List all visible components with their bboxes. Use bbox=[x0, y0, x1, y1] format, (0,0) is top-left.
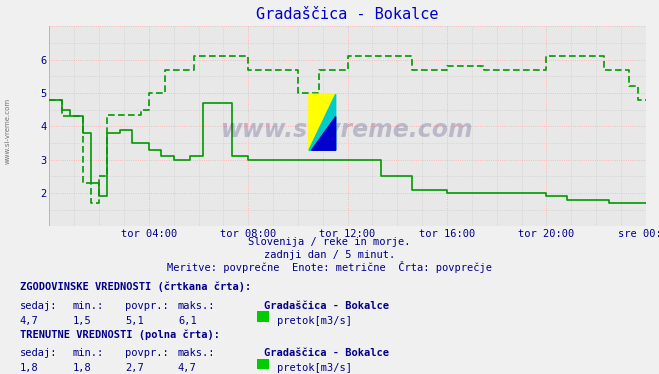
Text: 5,1: 5,1 bbox=[125, 316, 144, 325]
Title: Gradaščica - Bokalce: Gradaščica - Bokalce bbox=[256, 7, 439, 22]
Polygon shape bbox=[312, 117, 335, 150]
Text: ZGODOVINSKE VREDNOSTI (črtkana črta):: ZGODOVINSKE VREDNOSTI (črtkana črta): bbox=[20, 281, 251, 292]
Text: 4,7: 4,7 bbox=[20, 316, 38, 325]
Text: www.si-vreme.com: www.si-vreme.com bbox=[221, 118, 474, 142]
Text: maks.:: maks.: bbox=[178, 301, 215, 310]
Text: pretok[m3/s]: pretok[m3/s] bbox=[277, 363, 352, 373]
Text: pretok[m3/s]: pretok[m3/s] bbox=[277, 316, 352, 325]
Text: 1,8: 1,8 bbox=[20, 363, 38, 373]
Text: 6,1: 6,1 bbox=[178, 316, 196, 325]
Text: min.:: min.: bbox=[72, 301, 103, 310]
Polygon shape bbox=[309, 94, 335, 150]
Text: TRENUTNE VREDNOSTI (polna črta):: TRENUTNE VREDNOSTI (polna črta): bbox=[20, 330, 219, 340]
Polygon shape bbox=[309, 94, 335, 150]
Text: 1,8: 1,8 bbox=[72, 363, 91, 373]
Text: Gradaščica - Bokalce: Gradaščica - Bokalce bbox=[264, 301, 389, 310]
Text: Gradaščica - Bokalce: Gradaščica - Bokalce bbox=[264, 348, 389, 358]
Text: sedaj:: sedaj: bbox=[20, 348, 57, 358]
Text: www.si-vreme.com: www.si-vreme.com bbox=[5, 98, 11, 164]
Text: Slovenija / reke in morje.: Slovenija / reke in morje. bbox=[248, 237, 411, 247]
Text: min.:: min.: bbox=[72, 348, 103, 358]
Text: sedaj:: sedaj: bbox=[20, 301, 57, 310]
Text: maks.:: maks.: bbox=[178, 348, 215, 358]
Text: povpr.:: povpr.: bbox=[125, 301, 169, 310]
Text: Meritve: povprečne  Enote: metrične  Črta: povprečje: Meritve: povprečne Enote: metrične Črta:… bbox=[167, 261, 492, 273]
Text: zadnji dan / 5 minut.: zadnji dan / 5 minut. bbox=[264, 250, 395, 260]
Text: povpr.:: povpr.: bbox=[125, 348, 169, 358]
Text: 1,5: 1,5 bbox=[72, 316, 91, 325]
Text: 4,7: 4,7 bbox=[178, 363, 196, 373]
Text: 2,7: 2,7 bbox=[125, 363, 144, 373]
